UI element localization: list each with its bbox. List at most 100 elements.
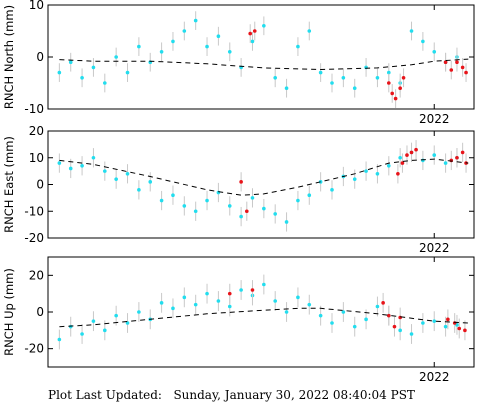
chart-0-s0-point-33 xyxy=(432,50,437,54)
chart-0-ytick-label: 10 xyxy=(29,0,44,12)
chart-1-ytick-label: 20 xyxy=(29,124,44,138)
chart-2-s0-point-11 xyxy=(182,295,187,300)
chart-2-s0-point-5 xyxy=(114,313,118,318)
chart-0-s0-point-12 xyxy=(193,18,198,23)
chart-2-s0-point-24 xyxy=(330,321,334,325)
chart-2-s1-point-0 xyxy=(227,291,232,296)
chart-2-s0-point-25 xyxy=(341,310,346,314)
chart-2-s1-point-7 xyxy=(452,321,457,325)
plot-footer: Plot Last Updated: Sunday, January 30, 2… xyxy=(48,388,415,402)
chart-0-s0-point-28 xyxy=(375,76,380,80)
chart-1-s1-point-3 xyxy=(400,161,405,165)
chart-1-s0-point-28 xyxy=(375,172,380,176)
chart-2-s0-point-22 xyxy=(307,302,312,307)
chart-0-s0-point-23 xyxy=(318,70,323,75)
chart-2-s0-point-6 xyxy=(125,321,130,325)
chart-0-s1-point-7 xyxy=(443,60,448,64)
chart-0-s0-point-19 xyxy=(273,76,278,80)
chart-0-s1-point-8 xyxy=(449,68,454,72)
chart-0-s0-point-10 xyxy=(171,39,175,44)
chart-2-s1-point-2 xyxy=(381,301,385,305)
chart-1-s0-point-5 xyxy=(114,177,118,181)
chart-0-s0-point-1 xyxy=(68,60,73,64)
chart-1-s0-point-9 xyxy=(159,198,164,203)
chart-2-s1-point-1 xyxy=(250,288,255,292)
chart-0-s0-point-31 xyxy=(409,29,414,33)
chart-1-s0-point-19 xyxy=(273,212,278,216)
chart-1-s0-point-27 xyxy=(364,169,368,173)
chart-2-s1-point-6 xyxy=(446,317,450,322)
chart-1-s0-point-22 xyxy=(307,193,312,197)
chart-1-ytick-label: 10 xyxy=(29,151,44,165)
chart-0-s1-point-11 xyxy=(464,70,468,75)
chart-1-s0-point-21 xyxy=(296,198,300,203)
chart-0-s0-point-29 xyxy=(387,70,391,75)
chart-1-s0-point-24 xyxy=(330,188,334,192)
chart-1-s0-point-15 xyxy=(227,204,232,208)
chart-2-s0-point-33 xyxy=(432,319,437,323)
chart-1-s1-point-9 xyxy=(460,150,465,155)
chart-1-s0-point-17 xyxy=(250,196,255,200)
chart-1-s0-point-2 xyxy=(80,163,84,168)
chart-2-s0-point-28 xyxy=(375,304,380,309)
chart-2-s0-point-32 xyxy=(421,321,425,325)
chart-0-s0-point-22 xyxy=(307,29,312,33)
chart-2-plot-area xyxy=(57,274,469,350)
chart-0-s0-point-9 xyxy=(159,50,164,54)
chart-2-s0-point-16 xyxy=(239,288,243,292)
chart-1-s0-point-13 xyxy=(205,198,209,203)
chart-0-xtick-label: 2022 xyxy=(419,112,450,126)
chart-2-ylabel: RNCH Up (mm) xyxy=(2,268,16,356)
chart-0-s0-point-7 xyxy=(137,44,141,49)
chart-1-east-panel: -20 -10 0 10 20 2022 RNCH East (mm) xyxy=(2,124,475,255)
chart-0-s0-point-2 xyxy=(80,76,84,80)
chart-1-s0-point-4 xyxy=(103,169,107,173)
chart-0-s0-point-26 xyxy=(352,86,357,90)
chart-1-s0-point-10 xyxy=(171,193,175,197)
chart-0-s1-point-4 xyxy=(393,96,398,101)
chart-1-s0-point-29 xyxy=(387,163,391,168)
chart-2-s0-point-3 xyxy=(91,319,96,323)
chart-1-s0-point-20 xyxy=(284,220,289,224)
chart-2-s0-point-1 xyxy=(68,324,73,329)
chart-2-s0-point-15 xyxy=(227,304,232,309)
chart-1-ytick-label: -10 xyxy=(24,204,44,218)
chart-2-s0-point-19 xyxy=(273,299,278,303)
chart-1-s0-point-30 xyxy=(398,155,402,160)
chart-2-s1-point-5 xyxy=(398,315,402,320)
chart-0-s1-point-1 xyxy=(252,29,257,33)
chart-2-s0-point-4 xyxy=(103,328,107,333)
chart-1-ytick-label: 0 xyxy=(36,178,44,192)
chart-0-s0-point-18 xyxy=(262,24,266,28)
chart-2-ytick-label: 20 xyxy=(29,268,44,282)
chart-1-s0-point-12 xyxy=(193,209,198,214)
chart-0-s0-point-25 xyxy=(341,76,346,80)
chart-0-s1-point-2 xyxy=(387,81,391,85)
chart-2-ytick-label: 0 xyxy=(36,305,44,319)
chart-0-s1-point-3 xyxy=(390,91,395,96)
chart-2-s0-point-20 xyxy=(284,310,289,314)
chart-0-s0-point-4 xyxy=(103,81,107,85)
chart-0-s0-point-24 xyxy=(330,81,334,85)
chart-1-s0-point-0 xyxy=(57,161,62,165)
chart-1-plot-area xyxy=(57,140,469,232)
chart-1-s1-point-8 xyxy=(455,155,459,160)
chart-0-trend-line xyxy=(59,58,469,71)
chart-2-s0-point-0 xyxy=(57,337,62,342)
chart-1-s0-point-18 xyxy=(262,206,266,211)
chart-2-s0-point-23 xyxy=(318,313,323,318)
chart-2-xtick-label: 2022 xyxy=(419,370,450,384)
chart-1-s1-point-5 xyxy=(409,150,414,155)
chart-2-s0-point-9 xyxy=(159,301,164,305)
chart-2-s1-point-9 xyxy=(463,328,467,333)
chart-0-s0-point-11 xyxy=(182,29,187,33)
chart-2-s0-point-13 xyxy=(205,291,209,296)
chart-1-s1-point-0 xyxy=(239,180,243,184)
chart-1-s0-point-16 xyxy=(239,214,243,219)
chart-0-s0-point-13 xyxy=(205,44,209,49)
chart-1-frame xyxy=(47,130,475,239)
chart-2-s0-point-12 xyxy=(193,302,198,307)
chart-2-s1-point-3 xyxy=(387,313,391,318)
chart-2-trend-line xyxy=(59,307,469,328)
